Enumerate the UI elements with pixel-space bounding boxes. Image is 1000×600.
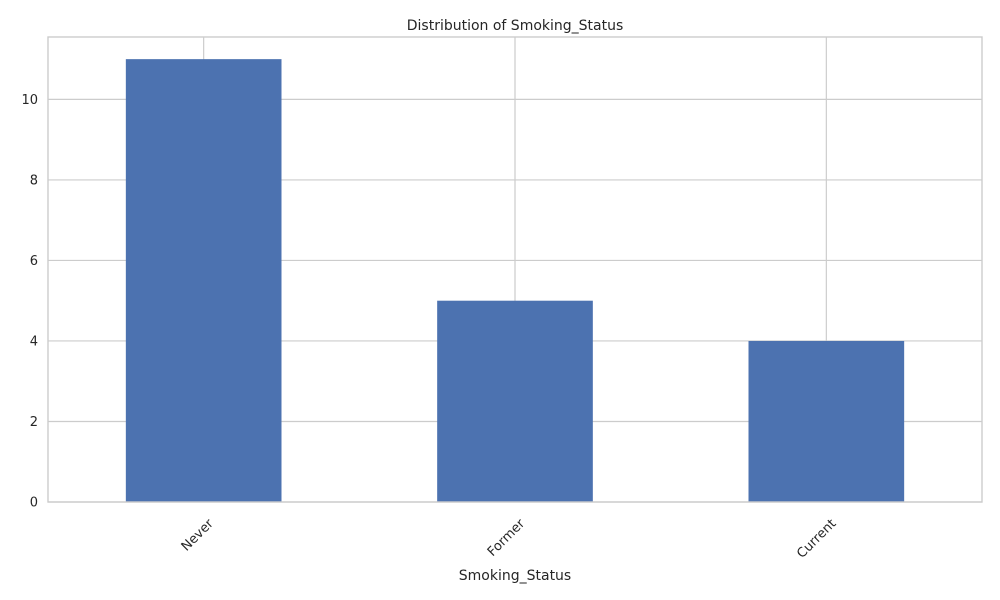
bar-former xyxy=(437,300,593,502)
y-tick-label: 8 xyxy=(30,173,38,188)
bar-current xyxy=(748,340,905,502)
y-tick-label: 4 xyxy=(30,334,38,349)
x-tick-label-current: Current xyxy=(794,516,839,561)
y-tick-labels: 0 2 4 6 8 10 xyxy=(21,93,38,511)
plot-frame xyxy=(47,36,983,503)
y-tick-label: 6 xyxy=(30,254,38,269)
y-tick-label: 2 xyxy=(30,415,38,430)
bar-never xyxy=(125,59,282,503)
bars-layer xyxy=(125,59,905,503)
x-axis-label: Smoking_Status xyxy=(459,568,571,584)
y-tick-label: 10 xyxy=(21,93,38,108)
x-tick-label-former: Former xyxy=(485,516,529,560)
x-tick-label-never: Never xyxy=(179,516,217,554)
chart-title: Distribution of Smoking_Status xyxy=(407,18,624,34)
x-tick-labels: Never Former Current xyxy=(179,516,840,562)
y-tick-label: 0 xyxy=(30,496,38,511)
